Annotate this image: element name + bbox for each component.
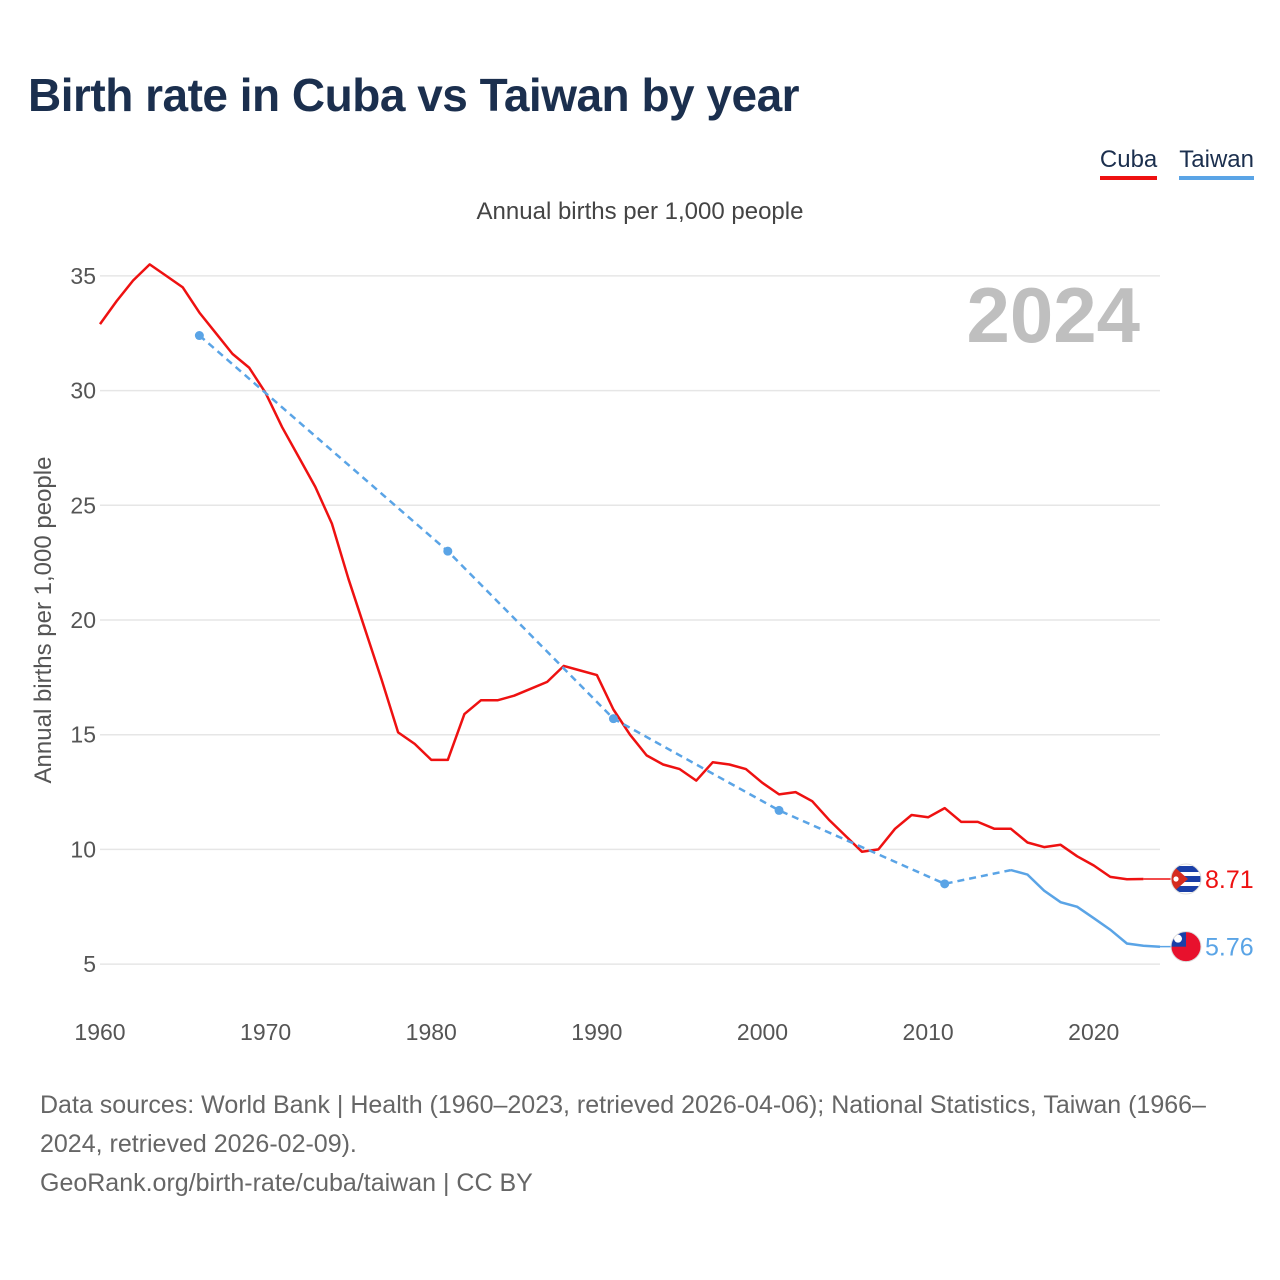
y-tick-label: 25	[70, 492, 96, 518]
y-tick-label: 30	[70, 378, 96, 404]
taiwan-point-2011	[940, 879, 950, 889]
chart-subtitle: Annual births per 1,000 people	[476, 198, 804, 225]
taiwan-flag-icon	[1170, 931, 1202, 963]
taiwan-point-2001	[774, 805, 784, 815]
series-lines	[98, 263, 1161, 948]
x-tick-label: 2000	[737, 1019, 788, 1045]
line-chart: 5 10 15 20 25 30 35 1960 1970 1980 1990 2000 2010 20…	[30, 263, 1254, 1045]
taiwan-point-1981	[443, 546, 453, 556]
footer: Data sources: World Bank | Health (1960–…	[40, 1086, 1250, 1203]
y-axis-label: Annual births per 1,000 people	[30, 457, 57, 784]
y-axis-ticks: 5 10 15 20 25 30 35	[70, 263, 96, 977]
x-tick-label: 1970	[240, 1019, 291, 1045]
cuba-flag-icon	[1170, 863, 1202, 895]
y-tick-label: 5	[83, 951, 96, 977]
x-tick-label: 2020	[1068, 1019, 1119, 1045]
cuba-line	[98, 263, 1144, 881]
end-markers: 8.71 5.76	[1143, 863, 1254, 963]
y-tick-label: 15	[70, 722, 96, 748]
chart-title: Birth rate in Cuba vs Taiwan by year	[28, 69, 800, 121]
cuba-end-value: 8.71	[1205, 866, 1254, 894]
grid-lines	[100, 275, 1160, 965]
taiwan-point-1966	[194, 331, 204, 341]
legend-item-cuba[interactable]: Cuba	[1099, 146, 1158, 180]
x-tick-label: 1980	[406, 1019, 457, 1045]
data-sources: Data sources: World Bank | Health (1960–…	[40, 1091, 1206, 1158]
y-tick-label: 20	[70, 607, 96, 633]
taiwan-end-value: 5.76	[1205, 934, 1254, 962]
x-tick-label: 1960	[74, 1019, 125, 1045]
y-tick-label: 10	[70, 836, 96, 862]
taiwan-line	[1010, 868, 1161, 948]
credit-link[interactable]: GeoRank.org/birth-rate/cuba/taiwan | CC …	[40, 1169, 533, 1197]
year-watermark: 2024	[966, 271, 1140, 359]
legend-item-taiwan[interactable]: Taiwan	[1179, 146, 1254, 180]
legend: Cuba Taiwan	[1099, 146, 1254, 180]
x-tick-label: 1990	[571, 1019, 622, 1045]
taiwan-line-dashed	[198, 334, 1012, 886]
x-axis-ticks: 1960 1970 1980 1990 2000 2010 2020	[74, 1019, 1119, 1045]
x-tick-label: 2010	[903, 1019, 954, 1045]
taiwan-point-1991	[608, 714, 618, 724]
y-tick-label: 35	[70, 263, 96, 289]
